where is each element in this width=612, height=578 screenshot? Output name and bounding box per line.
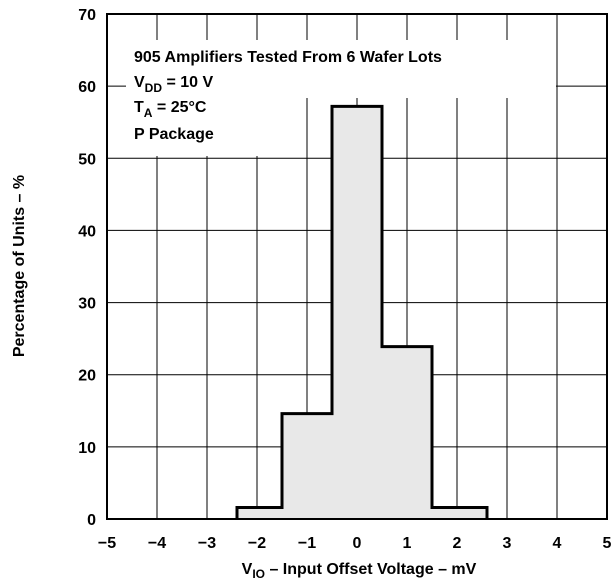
x-tick-label: −2: [248, 535, 266, 552]
x-tick-label: −3: [198, 535, 216, 552]
x-tick-label: 4: [553, 535, 562, 552]
y-tick-label: 70: [78, 7, 96, 24]
annotation-bg-top: [126, 40, 556, 98]
annotation-line-3: TA = 25°C: [134, 99, 207, 120]
annotation-background: [126, 40, 556, 156]
histogram-outline: [235, 104, 489, 519]
plot-frame: [106, 13, 608, 520]
x-tick-labels: −5 −4 −3 −2 −1 0 1 2 3 4 5: [98, 535, 612, 552]
x-tick-label: 2: [453, 535, 462, 552]
y-tick-label: 0: [87, 512, 96, 529]
y-tick-label: 50: [78, 151, 96, 168]
histogram-bars: [235, 104, 489, 519]
histogram-bar: [432, 507, 487, 519]
x-tick-label: −1: [298, 535, 316, 552]
y-tick-label: 60: [78, 79, 96, 96]
x-tick-label: 1: [403, 535, 412, 552]
annotation-line-4: P Package: [134, 126, 214, 143]
y-tick-label: 20: [78, 368, 96, 385]
x-tick-label: 5: [603, 535, 612, 552]
y-tick-label: 30: [78, 296, 96, 313]
x-tick-label: −5: [98, 535, 116, 552]
annotation-block: 905 Amplifiers Tested From 6 Wafer Lots …: [134, 49, 442, 143]
annotation-line-2: VDD = 10 V: [134, 74, 213, 95]
x-tick-label: 0: [353, 535, 362, 552]
x-tick-label: 3: [503, 535, 512, 552]
y-tick-labels: 0 10 20 30 40 50 60 70: [78, 7, 96, 529]
x-tick-label: −4: [148, 535, 166, 552]
y-tick-label: 10: [78, 440, 96, 457]
annotation-line-1: 905 Amplifiers Tested From 6 Wafer Lots: [134, 49, 442, 66]
y-axis-label: Percentage of Units – %: [11, 175, 28, 357]
x-axis-label: VIO – Input Offset Voltage – mV: [242, 561, 477, 578]
y-tick-label: 40: [78, 223, 96, 240]
annotation-bg-bottom: [126, 94, 258, 156]
histogram-bar: [332, 106, 382, 519]
histogram-bar: [237, 507, 282, 519]
histogram-bar: [282, 413, 332, 519]
histogram-bar: [382, 346, 432, 519]
